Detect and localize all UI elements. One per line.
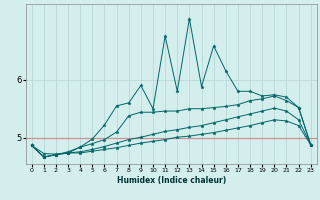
X-axis label: Humidex (Indice chaleur): Humidex (Indice chaleur) bbox=[116, 176, 226, 185]
